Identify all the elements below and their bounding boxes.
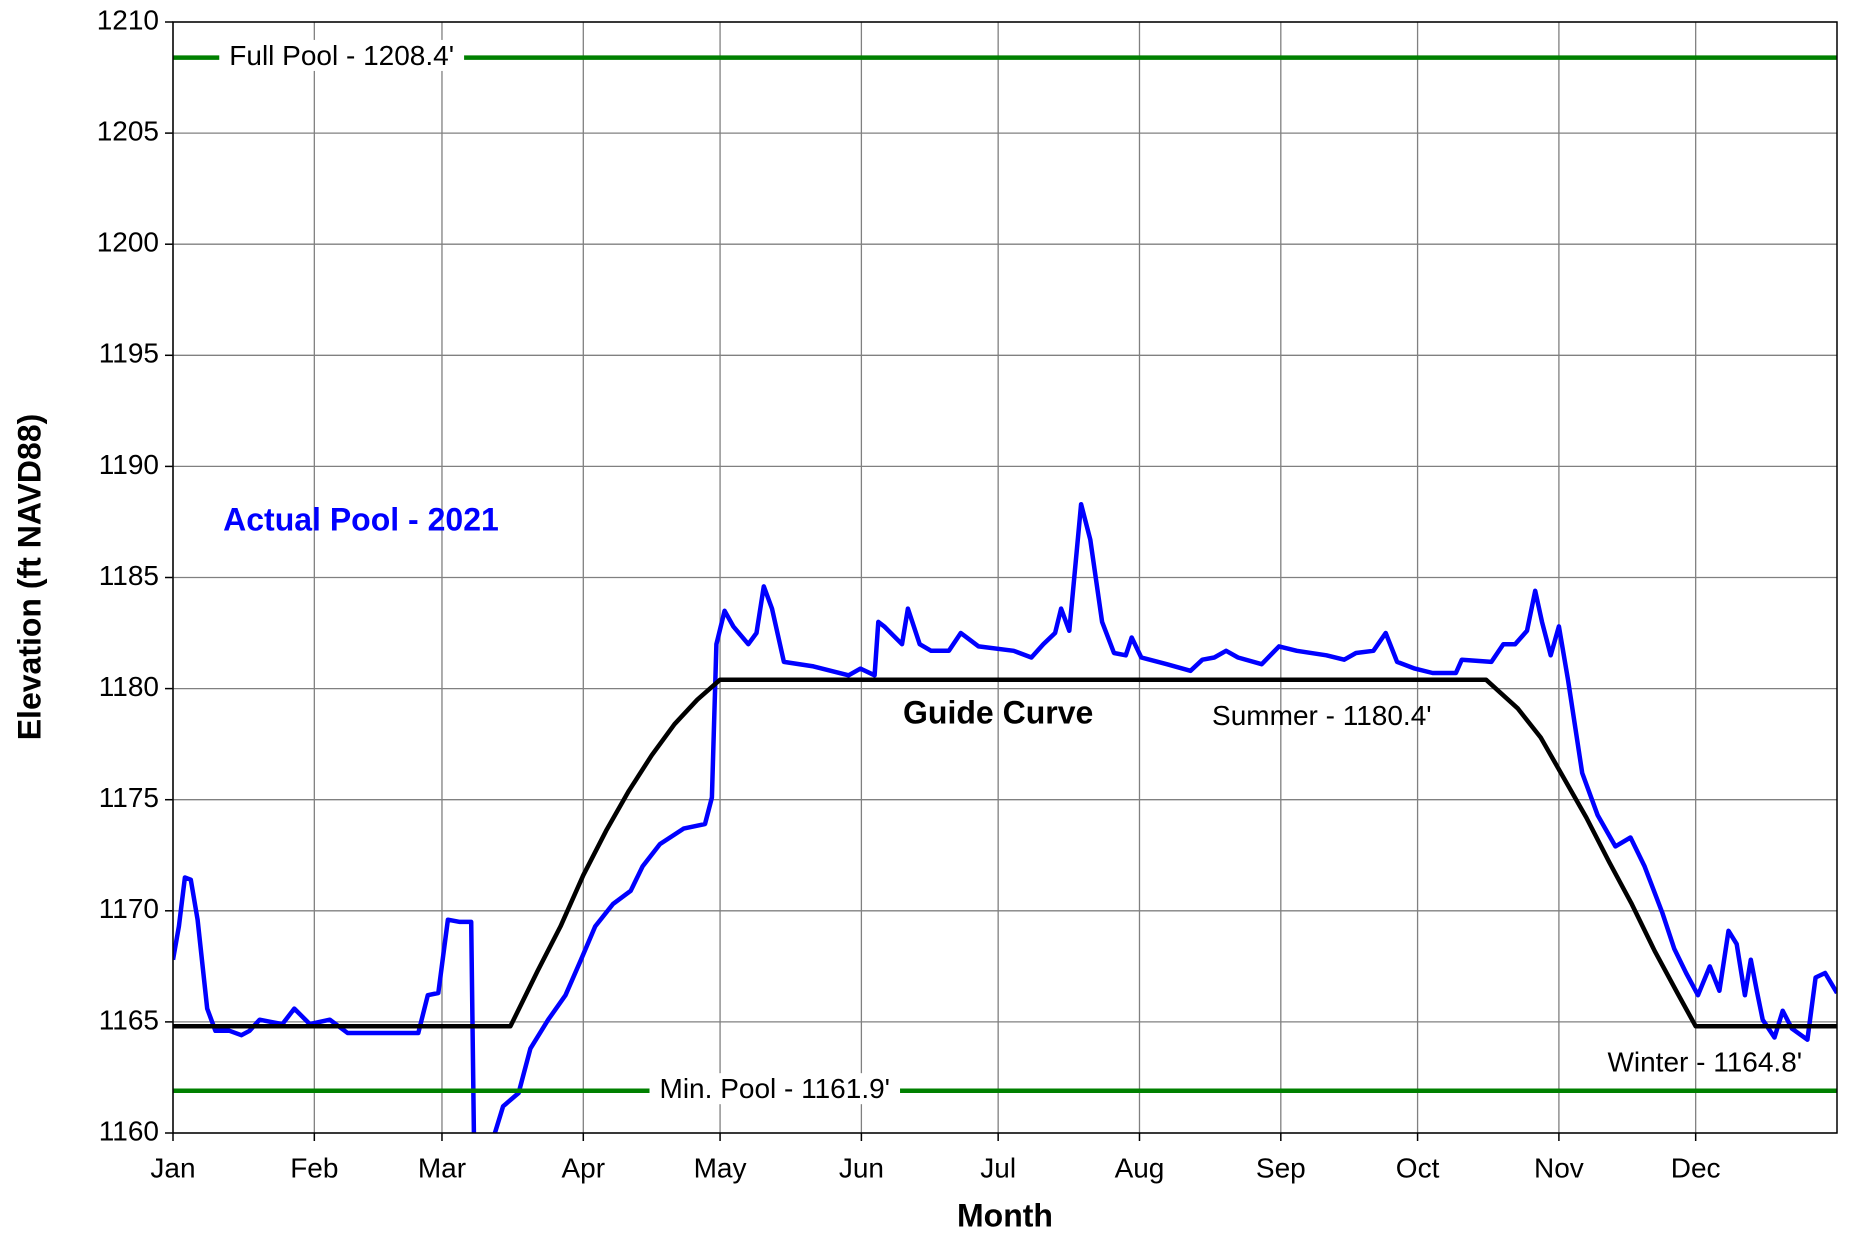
- label-background: [649, 1073, 901, 1105]
- y-tick-label: 1205: [97, 115, 159, 146]
- y-tick-label: 1200: [97, 227, 159, 258]
- y-tick-label: 1180: [99, 671, 159, 702]
- annotation: Winter - 1164.8': [1607, 1047, 1802, 1078]
- x-tick-label: Jan: [150, 1152, 195, 1183]
- x-axis-label: Month: [957, 1197, 1053, 1233]
- y-tick-label: 1190: [99, 449, 159, 480]
- x-tick-label: Oct: [1396, 1152, 1440, 1183]
- x-tick-label: Sep: [1256, 1152, 1306, 1183]
- y-axis-label: Elevation (ft NAVD88): [11, 414, 47, 741]
- y-tick-label: 1210: [97, 4, 159, 35]
- x-tick-label: Jul: [980, 1152, 1016, 1183]
- y-tick-label: 1185: [99, 560, 159, 591]
- y-tick-label: 1165: [99, 1004, 159, 1035]
- x-tick-label: Apr: [562, 1152, 606, 1183]
- series-label: Full Pool - 1208.4': [229, 40, 454, 71]
- x-tick-label: Dec: [1671, 1152, 1721, 1183]
- y-tick-label: 1195: [99, 338, 159, 369]
- y-tick-label: 1160: [99, 1115, 159, 1146]
- x-tick-label: Feb: [290, 1152, 338, 1183]
- x-tick-label: Aug: [1115, 1152, 1165, 1183]
- x-tick-label: Jun: [839, 1152, 884, 1183]
- labels: 1160 1165 1170 1175 1180 1185 1190 1195 1200 1205…: [97, 4, 1802, 1183]
- y-tick-label: 1170: [99, 893, 159, 924]
- series-line: [173, 677, 1837, 1029]
- series-label: Min. Pool - 1161.9': [660, 1073, 891, 1104]
- series-label: Actual Pool - 2021: [223, 501, 499, 537]
- annotation: Summer - 1180.4': [1212, 700, 1432, 731]
- series-label: Guide Curve: [903, 695, 1093, 731]
- x-tick-label: Mar: [418, 1152, 466, 1183]
- x-tick-label: Nov: [1534, 1152, 1584, 1183]
- label-background: [219, 39, 465, 71]
- x-tick-label: May: [694, 1152, 747, 1183]
- plot-frame: [172, 21, 1838, 1134]
- y-tick-label: 1175: [99, 782, 159, 813]
